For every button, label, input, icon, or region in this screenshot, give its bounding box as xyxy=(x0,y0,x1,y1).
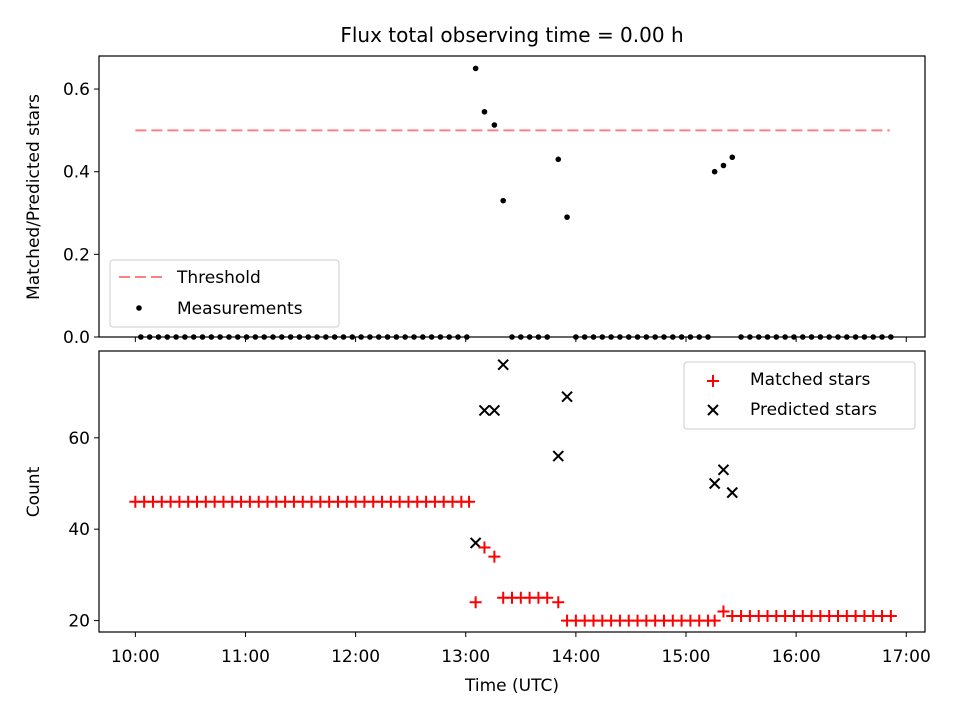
top-y-axis: 0.0 0.2 0.4 0.6 xyxy=(63,80,99,348)
legend-threshold-label: Threshold xyxy=(176,268,261,288)
top-panel: 0.0 0.2 0.4 0.6 Matched/Predicted stars Thr… xyxy=(24,55,926,348)
predicted-star-marker xyxy=(717,464,730,476)
top-y-tick-label: 0.2 xyxy=(63,245,90,265)
legend-measurement-swatch xyxy=(136,305,142,311)
matched-star-marker xyxy=(469,596,482,609)
measurement-point xyxy=(481,108,488,115)
bottom-plot-frame xyxy=(98,350,926,633)
measurement-point xyxy=(491,122,498,128)
predicted-star-marker xyxy=(708,477,721,490)
top-y-tick-label: 0.0 xyxy=(63,328,90,348)
top-x-ticks xyxy=(134,337,907,342)
x-tick-label: 10:00 xyxy=(111,647,160,667)
measurement-point xyxy=(555,156,562,163)
measurement-point xyxy=(564,214,570,220)
predicted-star-marker xyxy=(552,450,564,462)
predicted-star-marker xyxy=(561,390,573,403)
matched-star-marker xyxy=(552,596,565,609)
matched-star-marker xyxy=(717,605,730,618)
bottom-y-tick-label: 20 xyxy=(68,612,90,632)
matched-star-marker xyxy=(463,495,476,508)
predicted-star-marker xyxy=(469,537,482,549)
matched-star-marker xyxy=(488,550,501,563)
x-tick-label: 14:00 xyxy=(551,647,600,667)
x-axis-label: Time (UTC) xyxy=(464,676,559,696)
chart-title: Flux total observing time = 0.00 h xyxy=(340,23,683,47)
x-tick-label: 12:00 xyxy=(331,647,380,667)
x-tick-label: 13:00 xyxy=(441,647,490,667)
predicted-star-marker xyxy=(478,404,491,417)
top-y-tick-label: 0.4 xyxy=(63,163,90,183)
legend-measurement-label: Measurements xyxy=(177,299,303,319)
x-tick-label: 17:00 xyxy=(882,647,931,667)
legend-matched-label: Matched stars xyxy=(750,370,870,390)
predicted-star-markers xyxy=(469,358,738,549)
x-tick-label: 15:00 xyxy=(662,647,711,667)
predicted-star-marker xyxy=(488,404,501,417)
matched-star-marker xyxy=(541,591,554,604)
legend-predicted-label: Predicted stars xyxy=(750,400,877,420)
measurement-point xyxy=(472,65,479,72)
matched-star-marker xyxy=(478,541,491,554)
legend-predicted-swatch xyxy=(707,404,719,416)
top-legend: Threshold Measurements xyxy=(109,259,340,328)
bottom-y-axis-label: Count xyxy=(24,466,44,517)
matched-star-marker xyxy=(708,614,721,627)
measurement-point xyxy=(711,168,718,175)
bottom-y-axis: 20 40 60 xyxy=(68,429,99,632)
predicted-star-marker xyxy=(497,358,509,371)
top-y-tick-label: 0.6 xyxy=(63,80,90,100)
top-y-axis-label: Matched/Predicted stars xyxy=(24,94,44,300)
measurement-point xyxy=(720,162,727,169)
bottom-x-axis: 10:00 11:00 12:00 13:00 14:00 15:00 16:00 17:00 xyxy=(111,632,931,667)
bottom-panel: 20 40 60 10:00 11:00 12:00 13:00 14:00 15:00 16:… xyxy=(24,350,931,696)
bottom-legend-box xyxy=(683,361,916,430)
legend-matched-swatch xyxy=(707,375,719,387)
bottom-legend: Matched stars Predicted stars xyxy=(683,361,916,430)
x-tick-label: 16:00 xyxy=(772,647,821,667)
x-tick-label: 11:00 xyxy=(221,647,270,667)
measurement-point xyxy=(729,154,736,161)
bottom-y-tick-label: 60 xyxy=(68,429,90,449)
bottom-y-tick-label: 40 xyxy=(68,520,90,540)
matched-star-marker xyxy=(884,610,897,623)
predicted-star-marker xyxy=(726,486,738,499)
top-legend-box xyxy=(109,259,340,328)
measurement-point xyxy=(500,197,506,204)
matched-star-markers xyxy=(129,495,897,627)
top-plot-frame xyxy=(98,55,926,338)
